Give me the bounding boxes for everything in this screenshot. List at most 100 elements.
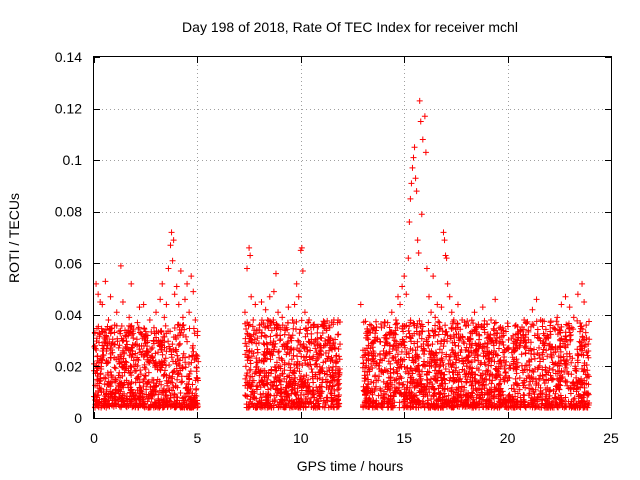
noise-point bbox=[336, 371, 343, 378]
noise-point bbox=[362, 351, 369, 358]
noise-point bbox=[533, 396, 540, 403]
noise-point bbox=[556, 386, 563, 393]
noise-point bbox=[152, 403, 159, 410]
noise-point bbox=[558, 375, 565, 382]
noise-point bbox=[297, 348, 304, 355]
noise-point bbox=[334, 397, 341, 404]
noise-point bbox=[416, 330, 423, 337]
noise-point bbox=[247, 360, 254, 367]
noise-point bbox=[542, 367, 549, 374]
noise-point bbox=[442, 386, 449, 393]
noise-point bbox=[371, 337, 378, 344]
noise-point bbox=[160, 404, 167, 411]
noise-point bbox=[515, 382, 522, 389]
noise-point bbox=[579, 397, 586, 404]
noise-point bbox=[180, 350, 187, 357]
data-point bbox=[444, 280, 451, 287]
noise-point bbox=[118, 323, 125, 330]
noise-point bbox=[465, 358, 472, 365]
noise-point bbox=[270, 348, 277, 355]
noise-point bbox=[129, 404, 136, 411]
noise-point bbox=[91, 343, 98, 350]
noise-point bbox=[403, 333, 410, 340]
data-point bbox=[423, 265, 430, 272]
noise-point bbox=[429, 341, 436, 348]
noise-point bbox=[372, 362, 379, 369]
noise-point bbox=[448, 388, 455, 395]
noise-point bbox=[100, 345, 107, 352]
noise-point bbox=[401, 386, 408, 393]
noise-point bbox=[403, 348, 410, 355]
noise-point bbox=[407, 317, 414, 324]
noise-point bbox=[182, 393, 189, 400]
noise-point bbox=[327, 379, 334, 386]
noise-point bbox=[424, 359, 431, 366]
noise-point bbox=[505, 393, 512, 400]
noise-point bbox=[397, 390, 404, 397]
noise-point bbox=[331, 392, 338, 399]
noise-point bbox=[369, 352, 376, 359]
noise-point bbox=[424, 368, 431, 375]
noise-point bbox=[410, 403, 417, 410]
noise-point bbox=[442, 322, 449, 329]
noise-point bbox=[551, 394, 558, 401]
noise-point bbox=[473, 348, 480, 355]
noise-point bbox=[405, 370, 412, 377]
noise-point bbox=[439, 349, 446, 356]
noise-point bbox=[362, 392, 369, 399]
noise-point bbox=[282, 327, 289, 334]
noise-point bbox=[501, 374, 508, 381]
noise-point bbox=[459, 355, 466, 362]
noise-point bbox=[173, 348, 180, 355]
noise-point bbox=[536, 344, 543, 351]
noise-point bbox=[469, 392, 476, 399]
noise-point bbox=[186, 353, 193, 360]
noise-point bbox=[123, 338, 130, 345]
noise-point bbox=[462, 347, 469, 354]
noise-point bbox=[481, 340, 488, 347]
noise-point bbox=[371, 386, 378, 393]
noise-point bbox=[470, 320, 477, 327]
noise-point bbox=[272, 397, 279, 404]
noise-point bbox=[286, 350, 293, 357]
noise-point bbox=[329, 357, 336, 364]
noise-point bbox=[514, 390, 521, 397]
noise-point bbox=[141, 401, 148, 408]
noise-point bbox=[281, 367, 288, 374]
noise-point bbox=[154, 376, 161, 383]
noise-point bbox=[313, 349, 320, 356]
noise-point bbox=[317, 334, 324, 341]
noise-point bbox=[185, 373, 192, 380]
data-point bbox=[533, 296, 540, 303]
x-tick-label: 5 bbox=[194, 430, 202, 446]
noise-point bbox=[302, 357, 309, 364]
noise-point bbox=[562, 361, 569, 368]
noise-point bbox=[571, 381, 578, 388]
noise-point bbox=[414, 397, 421, 404]
noise-point bbox=[176, 340, 183, 347]
noise-point bbox=[273, 332, 280, 339]
noise-point bbox=[325, 334, 332, 341]
noise-point bbox=[568, 359, 575, 366]
noise-point bbox=[539, 372, 546, 379]
noise-point bbox=[118, 395, 125, 402]
noise-point bbox=[135, 404, 142, 411]
noise-point bbox=[107, 329, 114, 336]
noise-point bbox=[505, 344, 512, 351]
noise-point bbox=[547, 319, 554, 326]
noise-point bbox=[359, 354, 366, 361]
noise-point bbox=[145, 369, 152, 376]
noise-point bbox=[583, 404, 590, 411]
noise-point bbox=[253, 386, 260, 393]
noise-point bbox=[300, 391, 307, 398]
noise-point bbox=[260, 390, 267, 397]
noise-point bbox=[311, 394, 318, 401]
noise-point bbox=[504, 323, 511, 330]
noise-point bbox=[361, 388, 368, 395]
noise-point bbox=[582, 341, 589, 348]
noise-point bbox=[464, 397, 471, 404]
noise-point bbox=[277, 378, 284, 385]
noise-point bbox=[334, 386, 341, 393]
noise-point bbox=[491, 404, 498, 411]
noise-point bbox=[417, 381, 424, 388]
